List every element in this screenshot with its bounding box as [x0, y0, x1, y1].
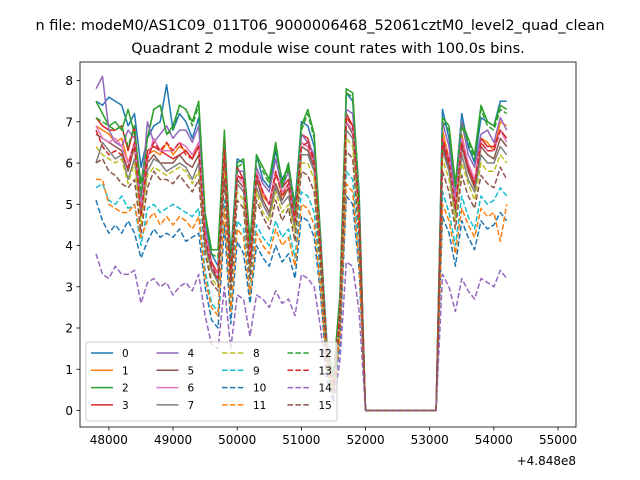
legend-label-3: 3: [122, 400, 129, 412]
axes-frame: [79, 61, 577, 428]
x-offset-label: +4.848e8: [517, 454, 576, 468]
x-tick-label: 50000: [218, 433, 256, 447]
legend-label-10: 10: [253, 383, 266, 395]
legend-box: [85, 341, 338, 422]
series-line-14: [95, 253, 508, 412]
series-line-15: [95, 149, 508, 412]
x-tick-label: 51000: [282, 433, 320, 447]
series-line-11: [96, 178, 508, 412]
x-tick-label: 49000: [154, 433, 192, 447]
x-tick-label: 54000: [475, 433, 513, 447]
series-line-9: [95, 170, 508, 412]
legend-label-8: 8: [253, 348, 260, 360]
y-tick-label: 1: [65, 363, 73, 377]
legend-label-13: 13: [319, 365, 332, 377]
plot-area: [95, 75, 508, 412]
x-tick-label: 48000: [90, 433, 128, 447]
x-tick-label: 55000: [539, 433, 577, 447]
axes: 48000 49000 50000 51000 52000 53000 54000 55000…: [65, 61, 577, 468]
legend-label-0: 0: [122, 348, 129, 360]
legend-label-11: 11: [253, 400, 266, 412]
y-tick-label: 5: [65, 198, 73, 212]
legend-label-14: 14: [319, 383, 333, 395]
y-tick-label: 0: [65, 404, 73, 418]
legend-label-2: 2: [122, 383, 129, 395]
legend-label-12: 12: [319, 348, 332, 360]
y-tick-label: 4: [65, 239, 73, 253]
legend-label-9: 9: [253, 365, 260, 377]
x-tick-label: 53000: [411, 433, 449, 447]
chart-title: Quadrant 2 module wise count rates with …: [131, 41, 525, 57]
figure-suptitle: n file: modeM0/AS1C09_011T06_9000006468_…: [35, 18, 604, 34]
y-tick-label: 2: [65, 322, 73, 336]
legend-label-1: 1: [122, 365, 129, 377]
y-tick-label: 3: [65, 280, 73, 294]
legend-label-7: 7: [188, 400, 195, 412]
y-tick-label: 7: [65, 115, 73, 129]
legend-label-5: 5: [188, 365, 195, 377]
series-line-12: [95, 92, 508, 412]
legend-label-6: 6: [188, 383, 195, 395]
legend-label-15: 15: [319, 400, 332, 412]
legend-label-4: 4: [188, 348, 195, 360]
y-tick-label: 8: [65, 74, 73, 88]
x-tick-label: 52000: [346, 433, 384, 447]
y-tick-label: 6: [65, 157, 73, 171]
